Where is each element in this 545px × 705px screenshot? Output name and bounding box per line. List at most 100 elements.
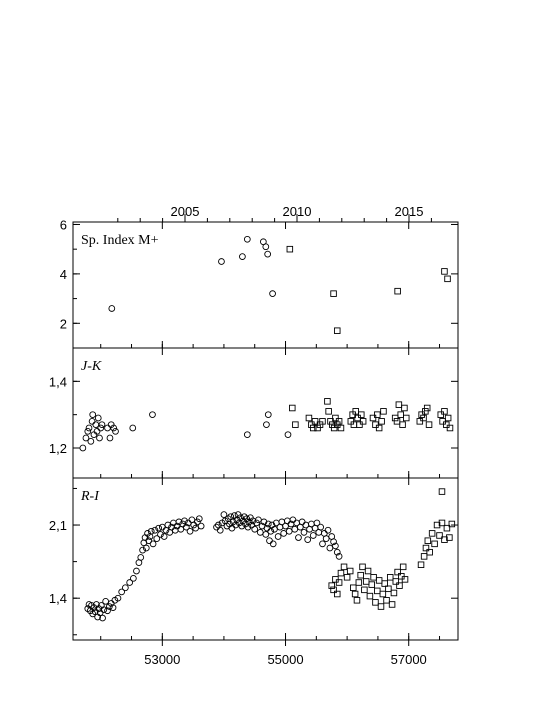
data-point-circle: [108, 305, 116, 312]
data-point-circle: [192, 524, 199, 532]
data-point-square: [325, 408, 332, 415]
data-point-square: [381, 580, 388, 587]
data-point-circle: [284, 431, 292, 439]
data-point-square: [420, 414, 427, 422]
data-point-circle: [291, 525, 299, 533]
data-point-circle: [94, 414, 102, 422]
data-point-circle: [197, 522, 205, 530]
data-point-square: [401, 404, 408, 412]
data-point-circle: [304, 536, 312, 544]
data-point-square: [324, 398, 331, 405]
data-point-square: [334, 327, 341, 334]
data-point-circle: [332, 542, 339, 550]
data-point-circle: [109, 604, 117, 611]
data-point-square: [358, 411, 365, 418]
panel-r-i: 1,4 2,1 R-I: [49, 477, 459, 641]
data-point-circle: [326, 544, 334, 552]
data-point-circle: [264, 520, 272, 528]
data-point-square: [401, 576, 409, 583]
data-point-circle: [262, 531, 270, 538]
data-point-square: [362, 578, 370, 585]
data-point-circle: [126, 579, 134, 586]
data-point-circle: [313, 519, 321, 527]
data-point-square: [329, 421, 336, 428]
data-point-circle: [251, 525, 259, 533]
data-point-square: [383, 597, 390, 604]
data-point-circle: [319, 540, 326, 548]
data-point-square: [332, 414, 339, 422]
panel-label: Sp. Index M+: [81, 233, 159, 248]
data-point-circle: [87, 437, 95, 445]
data-point-circle: [309, 532, 317, 539]
data-point-square: [420, 553, 428, 560]
data-point-square: [441, 536, 448, 543]
data-point-circle: [220, 511, 228, 518]
data-point-square: [433, 521, 441, 529]
y-tick-label: 4: [60, 267, 67, 282]
data-point-square: [335, 579, 343, 586]
data-point-square: [337, 424, 345, 432]
y-tick-label: 2,1: [49, 518, 67, 533]
data-point-square: [359, 563, 366, 571]
data-point-square: [394, 287, 401, 295]
top-tick-label: 2015: [395, 204, 424, 219]
data-point-square: [379, 590, 387, 598]
data-point-square: [395, 401, 403, 408]
data-point-circle: [218, 258, 225, 265]
data-point-square: [399, 563, 407, 571]
data-point-circle: [158, 523, 166, 531]
data-point-circle: [160, 533, 168, 540]
data-point-square: [378, 418, 385, 425]
bottom-jd-axis: 53000 55000 57000: [144, 640, 427, 667]
data-point-square: [444, 275, 451, 283]
data-point-square: [386, 574, 394, 581]
data-point-circle: [295, 534, 302, 541]
y-tick-label: 1,4: [49, 374, 67, 389]
data-point-square: [350, 584, 357, 591]
data-point-circle: [155, 524, 162, 532]
data-point-circle: [149, 540, 157, 548]
data-point-circle: [227, 513, 235, 521]
data-point-square: [370, 574, 377, 581]
data-point-square: [418, 411, 425, 418]
data-point-circle: [133, 567, 140, 575]
data-point-circle: [195, 515, 203, 523]
data-point-square: [425, 421, 433, 428]
data-point-square: [330, 290, 337, 297]
data-point-circle: [106, 434, 114, 442]
data-point-circle: [153, 535, 161, 542]
data-point-circle: [186, 527, 194, 535]
data-point-square: [424, 537, 432, 544]
data-point-circle: [104, 424, 111, 432]
data-point-circle: [122, 584, 129, 592]
data-point-circle: [285, 527, 293, 535]
data-point-square: [403, 414, 410, 422]
data-point-circle: [114, 594, 122, 602]
data-point-circle: [102, 597, 109, 605]
data-point-square: [334, 590, 341, 598]
data-point-square: [366, 592, 374, 600]
data-point-square: [305, 414, 313, 422]
data-point-circle: [243, 235, 251, 243]
data-point-square: [441, 268, 448, 275]
data-point-square: [377, 603, 385, 610]
data-point-square: [355, 579, 363, 586]
data-point-circle: [284, 517, 291, 525]
data-point-square: [431, 540, 438, 548]
data-point-circle: [137, 554, 145, 561]
data-point-square: [375, 424, 383, 432]
data-point-circle: [110, 424, 118, 432]
data-point-square: [399, 421, 406, 428]
data-point-circle: [256, 528, 264, 536]
data-point-circle: [85, 424, 93, 432]
data-point-circle: [139, 546, 146, 554]
data-point-circle: [267, 527, 275, 535]
data-point-square: [428, 530, 436, 537]
data-point-square: [289, 404, 296, 412]
data-point-square: [392, 578, 400, 585]
panel-frame: [72, 477, 459, 641]
bottom-tick-label: 55000: [267, 652, 303, 667]
data-point-square: [417, 561, 425, 568]
data-point-circle: [260, 518, 268, 526]
